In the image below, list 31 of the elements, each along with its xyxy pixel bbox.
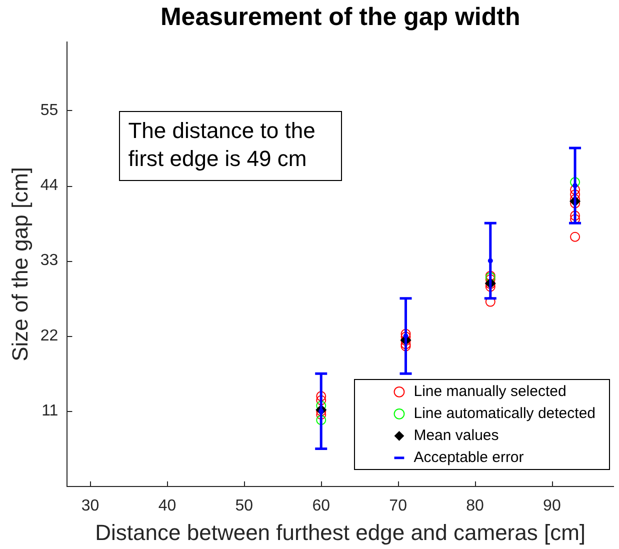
- x-tick-label: 80: [466, 497, 484, 514]
- x-tick-label: 90: [543, 497, 561, 514]
- y-tick-label: 44: [40, 176, 58, 194]
- y-tick-label: 11: [42, 402, 58, 420]
- point: [316, 395, 326, 406]
- x-axis-title: Distance between furthest edge and cameras [cm]: [95, 520, 586, 545]
- annotation: The distance to the first edge is 49 cm: [119, 111, 342, 181]
- point: [570, 210, 580, 221]
- x-tick-label: 30: [81, 497, 100, 514]
- y-axis-title: Size of the gap [cm]: [7, 166, 32, 362]
- x-tick-label: 70: [389, 497, 408, 514]
- x-tick-label: 50: [235, 497, 254, 514]
- point: [570, 189, 580, 200]
- legend-label: Acceptable error: [414, 449, 524, 466]
- x-tick-label: 60: [312, 497, 330, 514]
- legend-label: Line automatically detected: [414, 405, 596, 422]
- x-tick-label: 40: [158, 497, 176, 514]
- point: [570, 232, 580, 242]
- y-tick-label: 55: [40, 102, 58, 119]
- point: [488, 258, 493, 264]
- chart-title: Measurement of the gap width: [160, 2, 520, 31]
- point: [570, 184, 580, 195]
- point: [316, 415, 326, 426]
- legend-label: Mean values: [414, 427, 499, 444]
- point: [316, 391, 326, 402]
- legend-label: Line manually selected: [414, 383, 566, 400]
- point: [570, 177, 580, 188]
- point: [572, 183, 578, 188]
- point: [400, 328, 411, 339]
- y-tick-label: 33: [40, 252, 58, 270]
- y-tick-label: 22: [40, 327, 58, 344]
